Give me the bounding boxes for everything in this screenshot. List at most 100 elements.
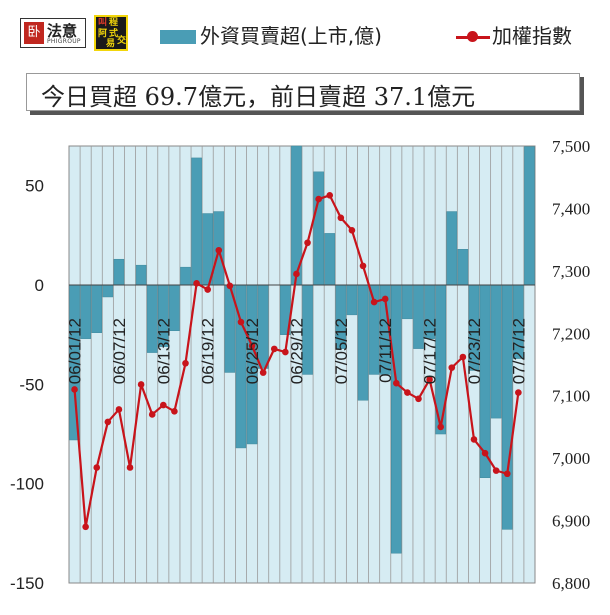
index-point: [459, 353, 467, 361]
brand2-char: 交: [117, 36, 127, 46]
index-point: [393, 379, 400, 387]
bar: [135, 264, 147, 286]
left-tick-label: 0: [35, 276, 44, 295]
index-point: [515, 389, 522, 396]
brand-subname: PHIGROUP: [47, 38, 81, 45]
right-tick-label: 7,000: [552, 449, 590, 468]
brand-mark-icon: 卧: [24, 22, 44, 44]
bar: [490, 284, 502, 419]
left-tick-label: -100: [10, 475, 44, 494]
index-point: [359, 262, 367, 270]
index-point: [404, 389, 411, 396]
bar: [457, 249, 469, 286]
brand-logo-phigroup: 卧 法意 PHIGROUP: [20, 18, 86, 48]
right-tick-label: 7,300: [552, 262, 590, 281]
bar: [346, 284, 358, 316]
grid-lines: [79, 146, 525, 583]
index-point: [137, 381, 145, 388]
index-point: [126, 464, 134, 471]
index-point: [415, 395, 422, 403]
summary-banner: 今日買超 69.7億元，前日賣超 37.1億元: [26, 73, 580, 111]
left-tick-label: 50: [25, 177, 44, 196]
legend-line-marker: [467, 31, 478, 42]
bar: [102, 284, 114, 298]
index-point: [237, 318, 245, 326]
right-tick-label: 7,100: [552, 387, 590, 406]
right-tick-label: 6,800: [552, 574, 590, 593]
x-tick-label: 06/25/12: [243, 318, 262, 384]
x-tick-label: 06/07/12: [110, 318, 129, 384]
right-tick-label: 7,200: [552, 324, 590, 343]
brand-logo-program-trading: 叫 程 式 阿 交 易: [94, 15, 128, 51]
brand2-char: 式: [109, 29, 119, 39]
x-tick-label: 07/23/12: [465, 318, 484, 384]
index-point: [204, 286, 211, 293]
bar: [324, 233, 336, 286]
bar: [313, 171, 324, 286]
bar: [446, 211, 458, 286]
index-point: [104, 418, 112, 426]
index-point: [481, 449, 489, 457]
bar: [524, 146, 535, 286]
index-point: [293, 270, 300, 278]
index-point: [437, 423, 444, 431]
right-tick-label: 6,900: [552, 512, 590, 531]
index-point: [248, 342, 256, 350]
legend-line-label: 加權指數: [492, 24, 572, 48]
bar: [180, 266, 191, 286]
x-tick-label: 06/29/12: [287, 318, 306, 384]
index-point: [315, 195, 322, 203]
index-point: [71, 386, 78, 393]
index-point: [448, 364, 456, 371]
index-point: [259, 369, 267, 376]
summary-text: 今日買超 69.7億元，前日賣超 37.1億元: [41, 83, 476, 111]
left-tick-label: -50: [19, 375, 44, 394]
index-point: [171, 408, 178, 415]
right-tick-label: 7,400: [552, 199, 590, 218]
bar-series: [69, 145, 535, 554]
brand2-char: 叫: [98, 18, 108, 28]
x-tick-label: 07/05/12: [332, 318, 351, 384]
index-point: [270, 345, 278, 353]
index-point: [215, 246, 223, 254]
brand2-char: 阿: [98, 29, 108, 39]
x-tick-label: 07/27/12: [509, 318, 528, 384]
index-point: [503, 470, 511, 478]
x-tick-label: 07/11/12: [376, 318, 395, 383]
bar: [402, 284, 413, 320]
index-point: [381, 295, 389, 303]
index-point: [82, 523, 89, 531]
right-tick-label: 7,500: [552, 137, 590, 156]
index-point: [348, 226, 356, 234]
bar: [357, 284, 369, 401]
index-point: [426, 376, 433, 383]
x-axis: 06/01/12 06/07/12 06/13/12 06/19/12 06/25/12…: [66, 318, 529, 384]
brand2-char: 程: [109, 18, 119, 28]
right-axis: 7,500 7,400 7,300 7,200 7,100 7,000 6,900 6,800: [552, 137, 590, 593]
x-tick-label: 06/01/12: [66, 318, 85, 384]
left-axis: 50 0 -50 -100 -150: [10, 177, 44, 593]
legend-bar-swatch: [160, 30, 196, 44]
legend-bar-label: 外資買賣超(上市,億): [200, 24, 382, 48]
index-point: [115, 406, 123, 413]
index-point: [148, 411, 156, 418]
index-point: [304, 239, 311, 247]
index-point: [282, 348, 289, 356]
index-point: [326, 192, 334, 199]
index-point: [337, 214, 345, 222]
brand-name: 法意: [47, 22, 78, 40]
line-series: [71, 192, 522, 531]
index-point: [93, 464, 101, 471]
brand2-char: 易: [106, 39, 116, 49]
bar: [191, 157, 202, 286]
left-tick-label: -150: [10, 574, 44, 593]
index-point: [193, 280, 200, 287]
bar: [91, 284, 103, 333]
index-point: [470, 436, 478, 443]
index-point: [492, 467, 500, 474]
bar: [113, 258, 125, 286]
x-tick-label: 06/19/12: [199, 318, 218, 384]
index-point: [182, 359, 189, 367]
x-tick-label: 06/13/12: [154, 318, 173, 384]
